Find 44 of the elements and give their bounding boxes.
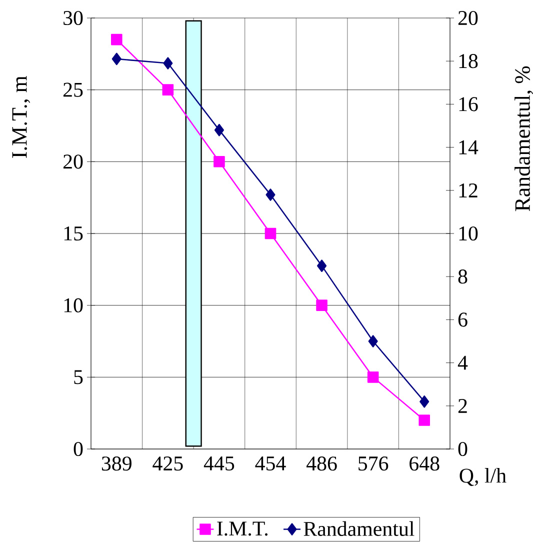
y2-tick-label: 20 (458, 10, 478, 26)
y2-tick-label: 12 (459, 183, 478, 198)
y2-tick-label: 0 (458, 442, 468, 456)
y2-tick-label: 18 (459, 54, 478, 68)
y2-tick-label: 10 (459, 226, 478, 241)
y-tick-label: 15 (64, 226, 83, 241)
point (418, 414, 430, 426)
point (266, 188, 276, 201)
point (368, 335, 378, 348)
point (367, 372, 379, 383)
x-axis-title: Q, l/h (460, 468, 506, 486)
y-tick-label: 20 (63, 154, 83, 169)
point (112, 52, 122, 66)
x-tick-label: 486 (306, 456, 337, 471)
x-tick-label: 389 (102, 456, 132, 471)
y-axis-title: I.M.T., m (12, 76, 30, 158)
y-tick-label: 10 (64, 298, 83, 312)
point (316, 300, 328, 311)
point (110, 34, 122, 46)
x-tick-label: 576 (358, 456, 388, 471)
x-tick-label: 648 (410, 456, 440, 471)
point (163, 57, 173, 70)
legend-label: Randamentul (304, 521, 414, 536)
x-tick-label: 454 (255, 456, 286, 470)
y2-tick-label: 4 (458, 356, 468, 370)
y2-tick-label: 14 (459, 140, 478, 154)
point (420, 395, 430, 408)
point (162, 84, 174, 96)
x-tick-label: 445 (204, 456, 234, 470)
x-tick-label: 425 (152, 456, 183, 471)
point (317, 260, 327, 272)
y2-tick-label: 16 (459, 97, 478, 112)
point (264, 228, 276, 240)
y2-tick-label: 6 (458, 312, 468, 327)
y-tick-label: 25 (63, 82, 83, 97)
point (214, 124, 224, 136)
y2-tick-label: 8 (458, 270, 468, 284)
y-tick-label: 30 (64, 10, 83, 26)
legend-label: I.M.T. (217, 522, 268, 536)
point (214, 156, 225, 168)
y-tick-label: 0 (74, 442, 83, 456)
y-tick-label: 5 (74, 370, 83, 384)
y2-axis-title: Randamentul, % (514, 66, 533, 212)
y2-tick-label: 2 (458, 398, 467, 413)
